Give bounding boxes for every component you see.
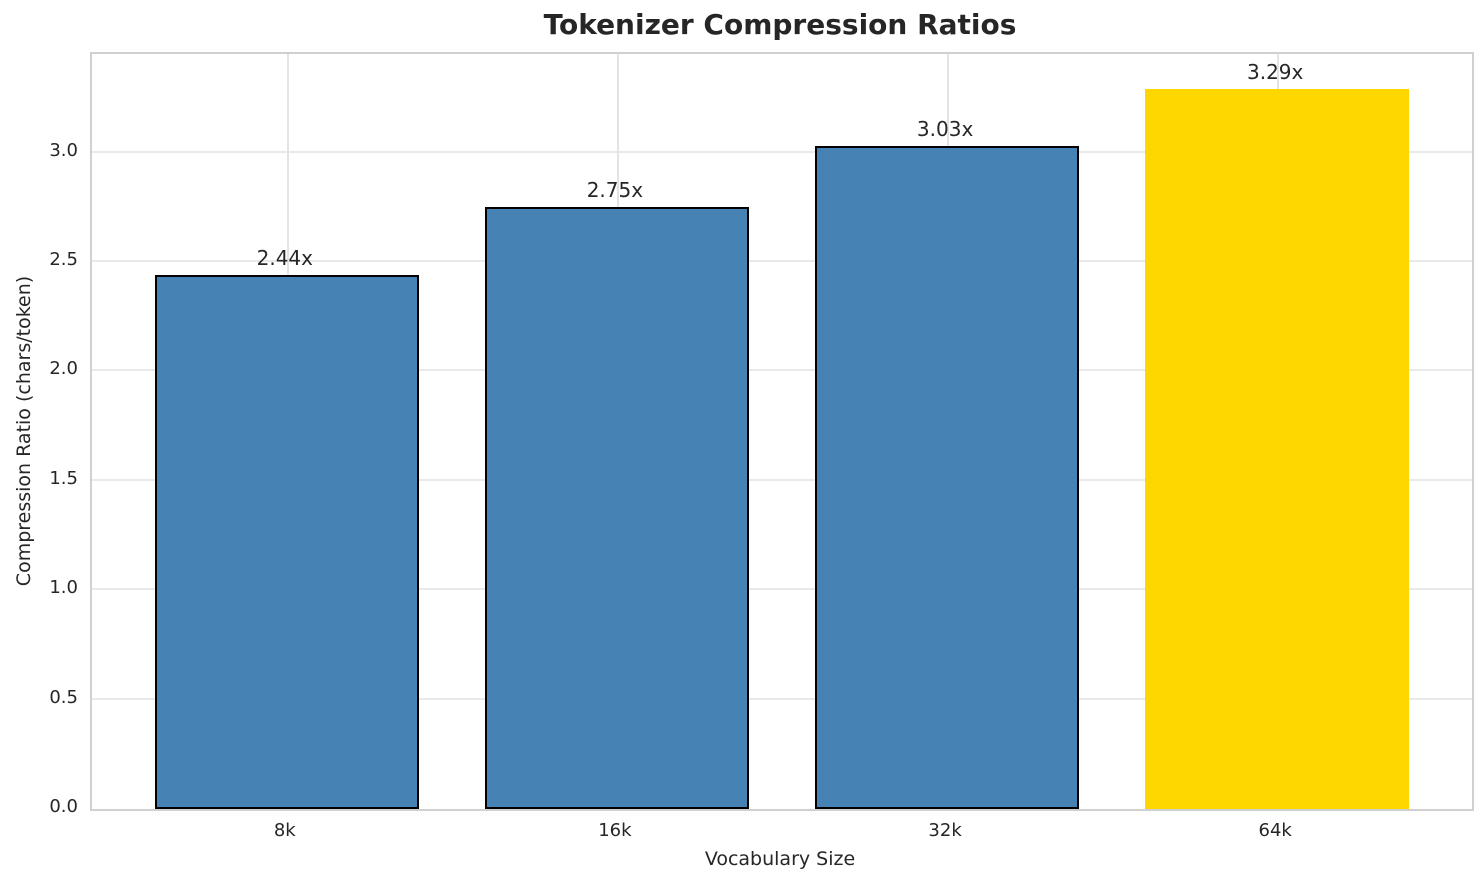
y-tick-label: 2.5 <box>49 248 78 270</box>
x-axis-label: Vocabulary Size <box>704 848 856 870</box>
y-tick-label: 0.5 <box>49 686 78 708</box>
y-tick-label: 0.0 <box>49 796 78 817</box>
gridline-horizontal <box>92 369 1472 372</box>
y-tick-label: 3.0 <box>49 139 78 161</box>
bar-value-label: 2.75x <box>586 178 644 203</box>
bar-16k <box>484 207 749 809</box>
y-axis-label: Compression Ratio (chars/token) <box>13 275 35 587</box>
gridline-horizontal <box>92 259 1472 262</box>
y-tick-label: 1.0 <box>49 577 78 599</box>
x-tick-label: 16k <box>598 820 632 841</box>
x-tick-label: 64k <box>1258 820 1292 841</box>
bar-value-label: 3.29x <box>1247 60 1304 84</box>
x-tick-label: 32k <box>928 820 962 841</box>
bar-value-label: 3.03x <box>916 116 974 141</box>
bar-32k <box>815 145 1080 809</box>
gridline-horizontal <box>92 150 1472 153</box>
chart-title: Tokenizer Compression Ratios <box>543 8 1017 41</box>
bar-64k <box>1145 89 1410 809</box>
bar-8k <box>154 275 419 809</box>
gridline-horizontal <box>92 697 1472 700</box>
plot-area <box>90 52 1474 811</box>
x-tick-label: 8k <box>273 820 296 841</box>
gridline-horizontal <box>92 588 1472 591</box>
y-tick-label: 2.0 <box>49 358 78 380</box>
bar-value-label: 2.44x <box>256 246 313 270</box>
y-tick-label: 1.5 <box>49 467 78 489</box>
gridline-horizontal <box>92 478 1472 481</box>
